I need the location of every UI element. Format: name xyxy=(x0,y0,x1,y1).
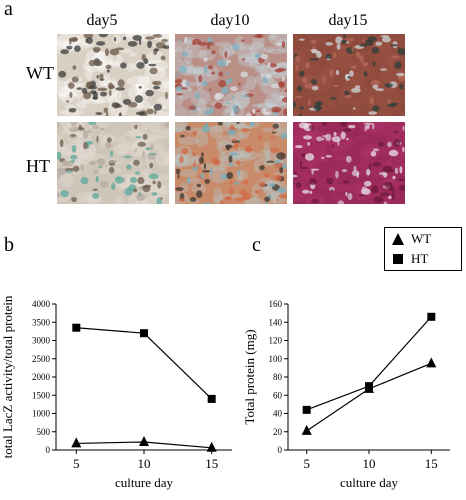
y-axis-label: Total protein (mg) xyxy=(242,329,257,424)
y-tick-label: 40 xyxy=(273,409,283,419)
chart-c: 0 20 40 60 80 100 120 140 160 5 10 15 culture day Tot… xyxy=(242,299,450,490)
micrograph-wt-day10 xyxy=(175,34,287,116)
column-label-day10: day10 xyxy=(210,12,250,29)
legend-item-wt: WT xyxy=(391,231,431,247)
data-point-wt xyxy=(71,437,82,448)
y-tick-label: 4000 xyxy=(32,299,51,309)
y-tick-label: 1000 xyxy=(32,409,51,419)
panel-c-letter: c xyxy=(252,234,261,256)
triangle-marker-icon xyxy=(392,233,404,245)
y-tick-label: 60 xyxy=(273,390,283,400)
legend-label-ht: HT xyxy=(411,251,429,266)
data-point-ht xyxy=(140,329,148,338)
series-line-wt xyxy=(306,362,432,432)
micrograph-texture xyxy=(175,122,287,204)
x-tick-label: 10 xyxy=(363,456,376,471)
micrograph-ht-day5 xyxy=(57,122,169,204)
y-tick-label: 3000 xyxy=(32,336,51,346)
panel-b-letter: b xyxy=(4,234,14,256)
series-line-ht xyxy=(76,327,213,400)
micrograph-texture xyxy=(175,34,287,116)
y-tick-label: 2500 xyxy=(32,354,51,364)
data-point-ht xyxy=(207,394,216,403)
legend-label-wt: WT xyxy=(411,231,432,246)
micrograph-texture xyxy=(57,34,169,116)
x-tick-label: 5 xyxy=(303,456,310,471)
micrograph-texture xyxy=(293,122,405,204)
series-line-ht xyxy=(306,316,432,411)
data-point-wt xyxy=(426,357,437,368)
y-tick-label: 80 xyxy=(273,372,283,382)
column-label-day15: day15 xyxy=(328,12,368,29)
y-tick-label: 160 xyxy=(269,299,283,309)
panel-a-letter: a xyxy=(4,0,13,20)
micrograph-texture xyxy=(293,34,405,116)
row-label-wt: WT xyxy=(26,63,54,83)
legend-item-ht: HT xyxy=(391,251,428,267)
data-point-wt xyxy=(206,441,217,452)
y-tick-label: 140 xyxy=(269,317,283,327)
data-point-wt xyxy=(139,435,149,446)
column-label-day5: day5 xyxy=(86,12,118,29)
x-tick-label: 15 xyxy=(205,456,218,471)
y-tick-label: 0 xyxy=(278,445,283,455)
data-point-ht xyxy=(72,323,81,332)
data-point-wt xyxy=(364,382,374,393)
x-axis-label: culture day xyxy=(115,475,174,490)
x-tick-label: 5 xyxy=(73,456,80,471)
micrograph-wt-day15 xyxy=(293,34,405,116)
y-axis-label: total LacZ activity/total protein xyxy=(0,295,15,458)
data-point-ht xyxy=(427,312,436,321)
micrograph-ht-day15 xyxy=(293,122,405,204)
micrograph-wt-day5 xyxy=(57,34,169,116)
legend: WT HT xyxy=(384,227,462,271)
y-tick-label: 120 xyxy=(269,336,283,346)
y-tick-label: 2000 xyxy=(32,372,51,382)
row-label-ht: HT xyxy=(26,156,50,176)
x-axis-label: culture day xyxy=(340,475,399,490)
y-tick-label: 500 xyxy=(37,427,51,437)
y-tick-label: 1500 xyxy=(32,390,51,400)
y-tick-label: 20 xyxy=(273,427,283,437)
x-tick-label: 15 xyxy=(425,456,438,471)
micrograph-ht-day10 xyxy=(175,122,287,204)
data-point-wt xyxy=(301,424,312,435)
y-tick-label: 0 xyxy=(46,445,51,455)
square-marker-icon xyxy=(393,254,403,264)
y-tick-label: 100 xyxy=(269,354,283,364)
micrograph-texture xyxy=(57,122,169,204)
y-tick-label: 3500 xyxy=(32,317,51,327)
data-point-ht xyxy=(302,405,311,414)
x-tick-label: 10 xyxy=(138,456,151,471)
chart-b: 0 500 1000 1500 2000 2500 3000 3500 4000 5 10 15 cul… xyxy=(0,295,232,490)
